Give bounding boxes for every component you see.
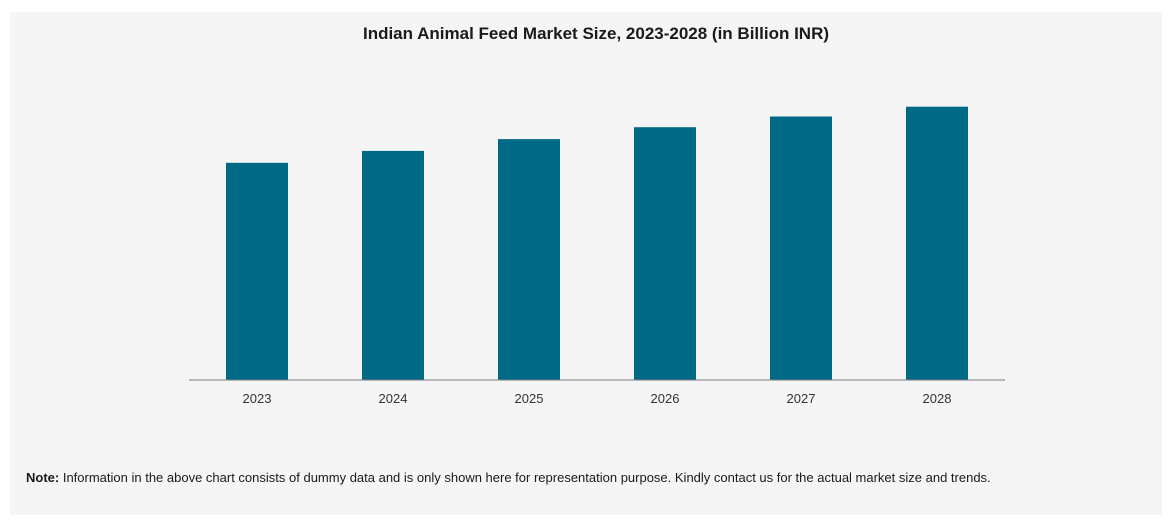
x-tick-label-2024: 2024 [379,391,408,406]
bar-2028 [906,106,968,380]
bars-group [226,106,968,381]
note-label: Note: [26,470,60,485]
bar-2027 [770,116,832,380]
x-tick-label-2025: 2025 [515,391,544,406]
x-tick-labels: 2023 2024 2025 2026 2027 2028 [243,391,952,406]
note-text: Information in the above chart consists … [59,470,991,485]
chart-title: Indian Animal Feed Market Size, 2023-202… [363,24,829,43]
x-tick-label-2027: 2027 [787,391,816,406]
bar-2025 [498,139,560,380]
disclaimer-note: Note: Information in the above chart con… [26,470,1151,486]
bar-2023 [226,162,288,381]
bar-chart: Indian Animal Feed Market Size, 2023-202… [189,24,1005,406]
chart-container: Indian Animal Feed Market Size, 2023-202… [10,12,1162,515]
bar-2026 [634,127,696,380]
x-tick-label-2026: 2026 [651,391,680,406]
bar-2024 [362,150,424,380]
x-tick-label-2028: 2028 [923,391,952,406]
x-tick-label-2023: 2023 [243,391,272,406]
